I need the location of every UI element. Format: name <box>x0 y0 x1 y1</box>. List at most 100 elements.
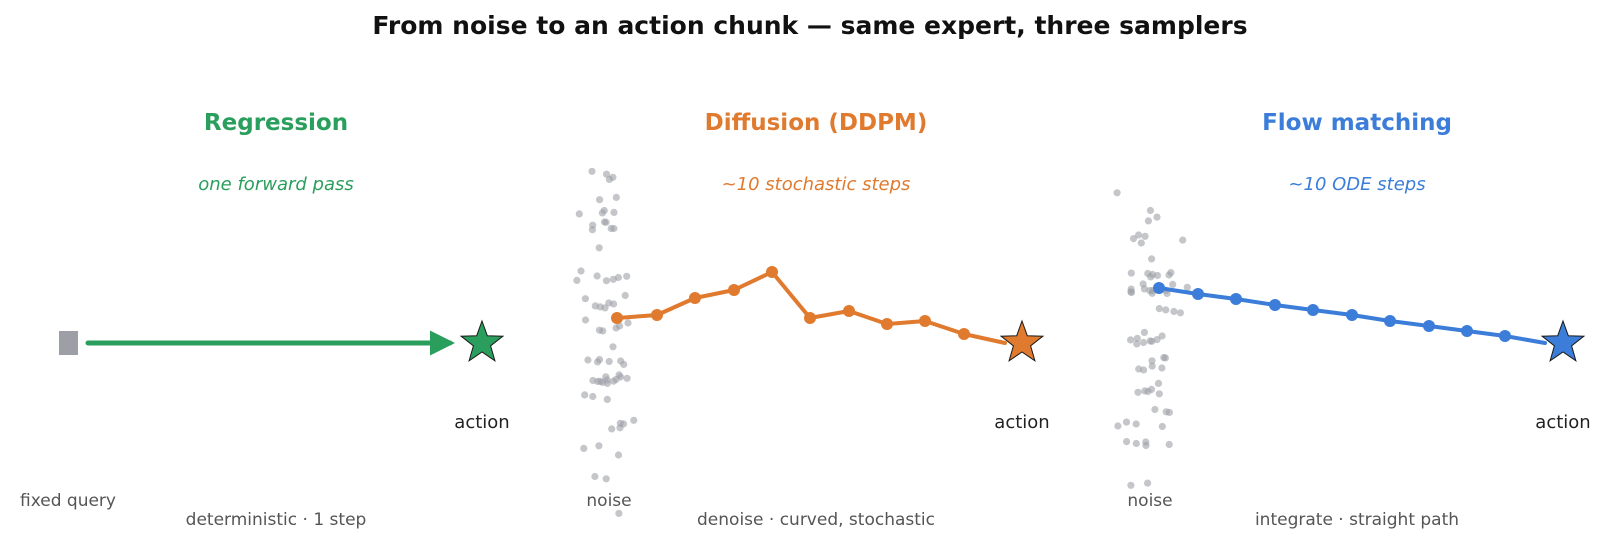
noise-sample-dot <box>1179 236 1187 244</box>
noise-sample-dot <box>614 451 623 459</box>
noise-sample-dot <box>1146 206 1154 215</box>
noise-sample-dot <box>1140 328 1148 336</box>
noise-sample-dot <box>594 358 602 366</box>
noise-sample-dot <box>1148 289 1156 297</box>
step-point <box>843 305 855 317</box>
step-point <box>1269 299 1281 311</box>
noise-sample-dot <box>593 272 601 280</box>
action-label: action <box>994 412 1049 433</box>
noise-sample-dot <box>612 193 620 201</box>
noise-sample-dot <box>591 472 599 481</box>
noise-sample-dot <box>1165 408 1173 416</box>
panel-title: Diffusion (DDPM) <box>705 110 928 136</box>
noise-sample-dot <box>610 300 618 308</box>
noise-sample-dot <box>1155 305 1163 313</box>
noise-sample-dot <box>1140 366 1148 374</box>
step-point <box>766 266 778 278</box>
noise-sample-dot <box>1141 232 1149 240</box>
noise-sample-dot <box>603 379 612 387</box>
step-point <box>958 328 970 340</box>
noise-sample-dot <box>1170 307 1178 316</box>
noise-sample-dot <box>1133 340 1141 348</box>
panel-subtitle: ~10 stochastic steps <box>722 174 911 195</box>
noise-sample-dot <box>1129 235 1138 243</box>
step-point <box>1153 282 1165 294</box>
noise-sample-dot <box>575 210 583 218</box>
noise-sample-dot <box>1165 271 1173 279</box>
action-star-icon <box>1540 319 1586 362</box>
noise-sample-dot <box>1132 439 1140 448</box>
step-point <box>689 292 701 304</box>
noise-sample-dot <box>589 392 597 401</box>
noise-sample-dot <box>1135 231 1143 239</box>
noise-sample-dot <box>623 374 631 382</box>
noise-sample-dot <box>615 509 623 517</box>
noise-sample-dot <box>1139 338 1148 347</box>
noise-sample-dot <box>1154 379 1163 387</box>
noise-sample-dot <box>1161 354 1169 362</box>
noise-sample-dot <box>1158 332 1166 340</box>
noise-sample-dot <box>1144 217 1152 225</box>
noise-sample-dot <box>596 377 605 385</box>
noise-sample-dot <box>602 475 610 483</box>
noise-sample-dot <box>1144 479 1152 487</box>
noise-sample-dot <box>1153 271 1162 280</box>
noise-sample-dot <box>581 391 589 399</box>
noise-sample-dot <box>619 420 628 428</box>
noise-sample-dot <box>1147 273 1155 281</box>
noise-sample-dot <box>1127 288 1135 296</box>
noise-sample-dot <box>603 395 611 403</box>
noise-sample-dot <box>609 343 617 351</box>
noise-sample-dot <box>630 416 638 424</box>
denoise-path <box>615 270 1007 345</box>
noise-sample-dot <box>595 244 603 252</box>
noise-sample-dot <box>624 319 632 327</box>
noise-sample-dot <box>609 275 617 283</box>
noise-sample-dot <box>599 327 607 335</box>
start-label: noise <box>586 491 631 511</box>
panel-subtitle: ~10 ODE steps <box>1288 174 1425 195</box>
noise-sample-dot <box>584 356 592 364</box>
panel-subtitle: one forward pass <box>198 174 353 195</box>
noise-sample-dot <box>601 304 609 312</box>
noise-sample-dot <box>1127 269 1135 277</box>
noise-cloud <box>573 167 638 517</box>
noise-cloud <box>1113 189 1191 489</box>
step-point <box>1230 293 1242 305</box>
noise-sample-dot <box>588 167 596 175</box>
step-point <box>1499 330 1511 342</box>
noise-sample-dot <box>580 444 588 452</box>
panel-caption: deterministic · 1 step <box>186 510 367 530</box>
noise-sample-dot <box>1169 280 1177 288</box>
panel-diffusion: Diffusion (DDPM) ~10 stochastic steps ac… <box>573 110 1050 530</box>
noise-sample-dot <box>1163 289 1171 298</box>
noise-sample-dot <box>1134 388 1142 396</box>
noise-sample-dot <box>615 371 623 379</box>
action-star-icon <box>459 319 505 362</box>
noise-sample-dot <box>1142 441 1150 450</box>
step-point <box>919 315 931 327</box>
noise-sample-dot <box>1122 418 1131 426</box>
noise-sample-dot <box>581 295 590 303</box>
noise-sample-dot <box>1158 422 1166 431</box>
panel-caption: denoise · curved, stochastic <box>697 510 935 530</box>
step-point <box>728 284 740 296</box>
noise-sample-dot <box>608 425 616 433</box>
noise-sample-dot <box>1148 337 1156 345</box>
action-label: action <box>1535 412 1590 433</box>
noise-sample-dot <box>602 277 611 285</box>
noise-sample-dot <box>1148 255 1156 263</box>
noise-sample-dot <box>1148 357 1156 365</box>
step-points <box>1153 282 1511 342</box>
step-point <box>1346 309 1358 321</box>
noise-sample-dot <box>1139 280 1147 288</box>
step-point <box>804 312 816 324</box>
noise-sample-dot <box>589 221 597 229</box>
noise-sample-dot <box>1123 438 1131 446</box>
noise-sample-dot <box>1148 362 1156 370</box>
step-point <box>881 318 893 330</box>
step-point <box>1384 315 1396 327</box>
noise-sample-dot <box>581 316 590 324</box>
noise-sample-dot <box>1132 420 1140 428</box>
noise-sample-dot <box>1114 422 1122 430</box>
